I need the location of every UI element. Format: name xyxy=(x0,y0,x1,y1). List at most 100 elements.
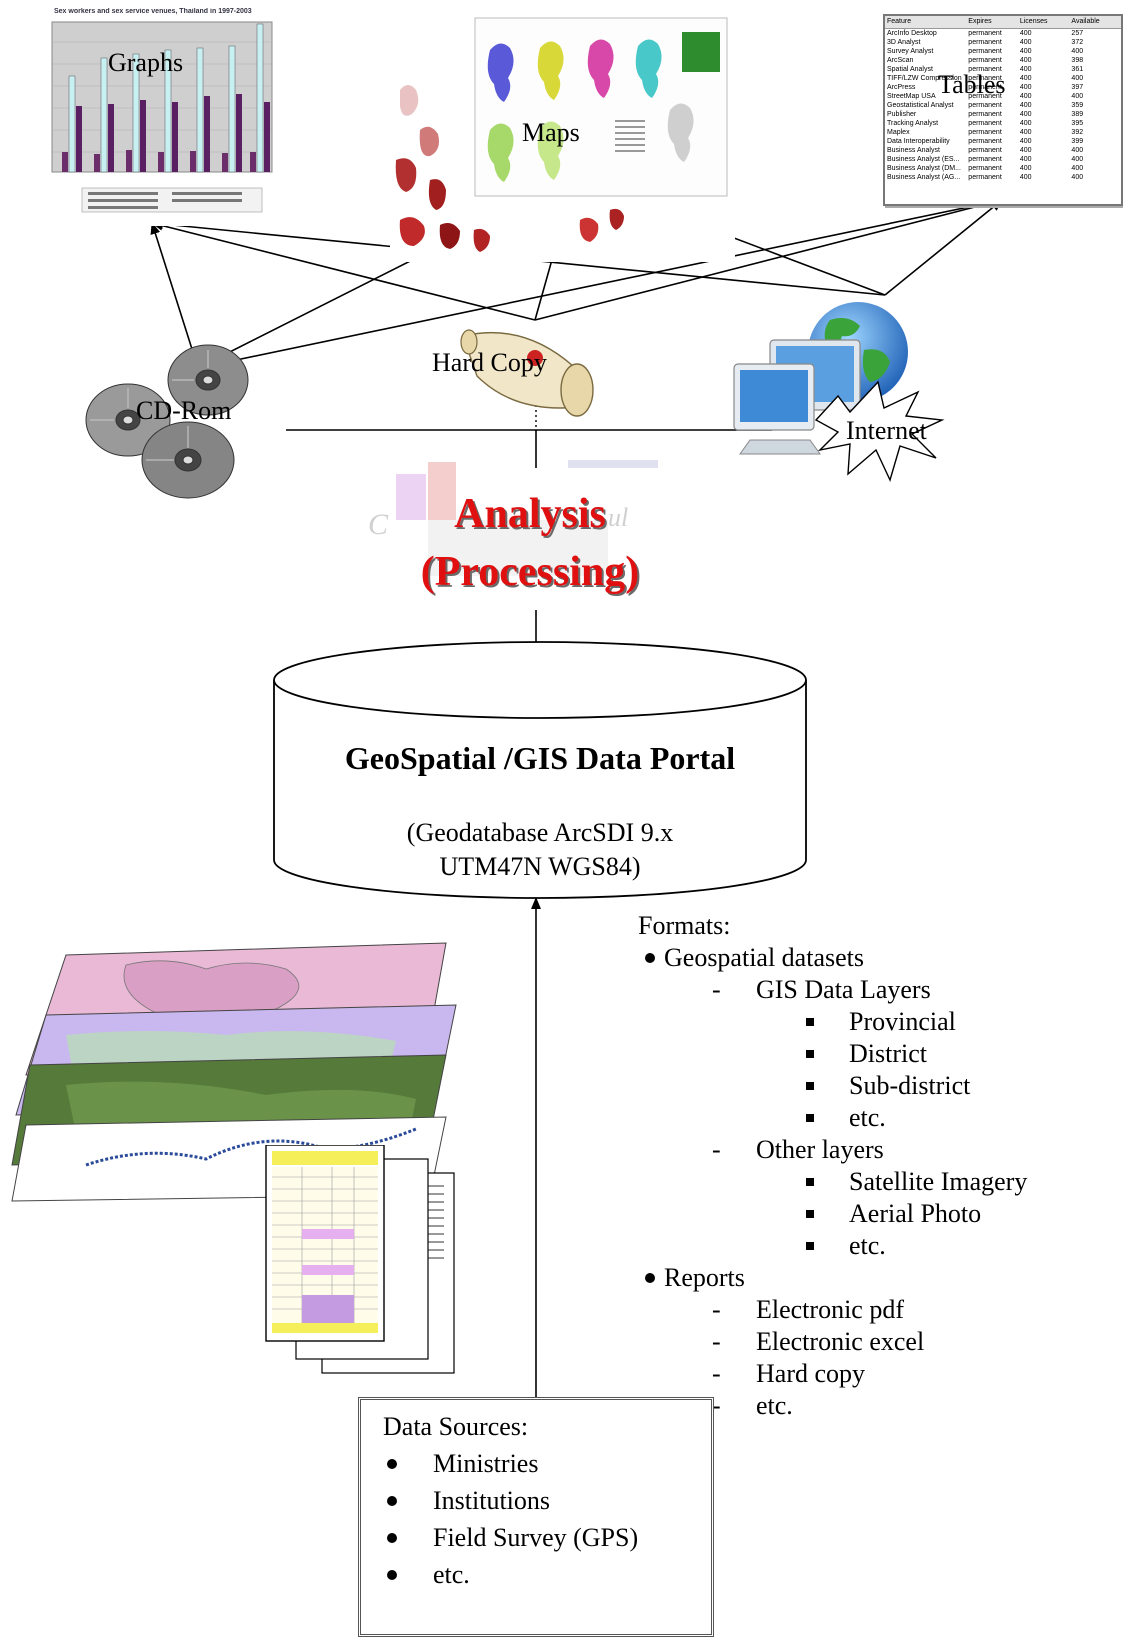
bullet-dot-icon xyxy=(387,1459,397,1469)
table-cell: permanent xyxy=(968,57,1002,64)
data-source-item: Institutions xyxy=(383,1482,711,1519)
bullet-dash-icon: - xyxy=(712,975,721,1004)
formats-item-label: Aerial Photo xyxy=(849,1199,982,1228)
table-row: ArcInfo Desktop permanent 400 257 xyxy=(885,29,1121,38)
bullet-dash-icon: - xyxy=(712,1327,721,1356)
analysis-line-2: (Processing) xyxy=(420,549,640,595)
formats-item-level-3: Provincial xyxy=(664,1006,956,1038)
bullet-square-icon xyxy=(806,1210,814,1218)
graphs-label: Graphs xyxy=(108,48,184,77)
bullet-dot-icon xyxy=(387,1533,397,1543)
data-source-label: Field Survey (GPS) xyxy=(433,1523,639,1552)
table-header-feature: Feature xyxy=(887,18,912,25)
table-cell: permanent xyxy=(968,174,1002,181)
table-row: Survey Analyst permanent 400 400 xyxy=(885,47,1121,56)
formats-items: Geospatial datasets - GIS Data Layers Provi… xyxy=(645,942,1027,1422)
formats-item-label: Geospatial datasets xyxy=(664,943,864,972)
table-cell: permanent xyxy=(968,30,1002,37)
table-cell: Business Analyst (ES... xyxy=(887,156,960,163)
table-cell: 400 xyxy=(1019,93,1032,100)
table-cell: 400 xyxy=(1019,57,1032,64)
table-cell: 400 xyxy=(1019,174,1032,181)
table-cell: TIFF/LZW Compression xyxy=(887,75,962,82)
table-cell: 400 xyxy=(1019,138,1032,145)
table-cell: Maplex xyxy=(887,129,910,136)
table-row: Spatial Analyst permanent 400 361 xyxy=(885,65,1121,74)
table-cell: 400 xyxy=(1019,39,1032,46)
table-row: Publisher permanent 400 389 xyxy=(885,110,1121,119)
table-row: Business Analyst (ES... permanent 400 400 xyxy=(885,155,1121,164)
formats-item-level-1: Geospatial datasets xyxy=(645,942,864,974)
data-sources-heading: Data Sources: xyxy=(383,1412,529,1441)
bullet-dot-icon xyxy=(387,1496,397,1506)
formats-item-level-2: - GIS Data Layers xyxy=(664,974,931,1006)
formats-list: Formats: Geospatial datasets - GIS Data La… xyxy=(638,910,1027,1422)
formats-item-level-3: Aerial Photo xyxy=(664,1198,981,1230)
table-cell: permanent xyxy=(968,111,1002,118)
graph-thumbnail: Sex workers and sex service venues, Thai… xyxy=(22,6,292,226)
cd-rom-icon xyxy=(85,344,249,499)
table-cell: Publisher xyxy=(887,111,917,118)
formats-item-label: Sub-district xyxy=(849,1071,971,1100)
svg-text:ul: ul xyxy=(608,503,628,532)
data-source-item: etc. xyxy=(383,1556,711,1593)
table-cell: 398 xyxy=(1071,57,1084,64)
portal-subtitle-line-2: UTM47N WGS84) xyxy=(439,852,641,881)
table-cell: 400 xyxy=(1019,129,1032,136)
formats-item-level-3: Sub-district xyxy=(664,1070,970,1102)
scroll-icon xyxy=(460,329,594,417)
table-cell: permanent xyxy=(968,138,1002,145)
maps-label: Maps xyxy=(522,118,580,147)
arrow-hardcopy-graphs xyxy=(151,220,536,321)
analysis-title: Analysis (Processing) xyxy=(360,485,700,601)
table-cell: 399 xyxy=(1071,138,1084,145)
table-cell: 400 xyxy=(1019,120,1032,127)
table-cell: 400 xyxy=(1071,156,1084,163)
bullet-dash-icon: - xyxy=(712,1391,721,1420)
table-row: StreetMap USA permanent 400 400 xyxy=(885,92,1121,101)
table-cell: 400 xyxy=(1071,147,1084,154)
tables-thumbnail: Feature Expires Licenses Available ArcIn… xyxy=(883,14,1123,206)
data-source-item: Ministries xyxy=(383,1445,711,1482)
table-cell: permanent xyxy=(968,156,1002,163)
maps-thumbnail xyxy=(390,10,735,262)
formats-item-label: GIS Data Layers xyxy=(756,975,931,1004)
bullet-dot-icon xyxy=(645,953,655,963)
arrow-internet-tables xyxy=(884,199,1003,296)
formats-item-label: etc. xyxy=(756,1391,793,1420)
table-cell: permanent xyxy=(968,120,1002,127)
table-cell: Data Interoperability xyxy=(887,138,950,145)
bullet-dot-icon xyxy=(645,1273,655,1283)
formats-item-label: District xyxy=(849,1039,927,1068)
formats-item-level-3: etc. xyxy=(664,1102,886,1134)
table-row: Geostatistical Analyst permanent 400 359 xyxy=(885,101,1121,110)
table-cell: 400 xyxy=(1019,102,1032,109)
bullet-square-icon xyxy=(806,1050,814,1058)
table-cell: 400 xyxy=(1019,30,1032,37)
table-cell: permanent xyxy=(968,84,1002,91)
bullet-dash-icon: - xyxy=(712,1359,721,1388)
arrow-cdrom-graphs xyxy=(150,222,199,369)
table-cell: 400 xyxy=(1019,165,1032,172)
table-cell: permanent xyxy=(968,66,1002,73)
arrow-cdrom-tables xyxy=(197,197,1003,369)
table-header-licenses: Licenses xyxy=(1019,18,1048,25)
formats-item-level-3: etc. xyxy=(664,1230,886,1262)
table-cell: permanent xyxy=(968,39,1002,46)
hard-copy-label: Hard Copy xyxy=(432,348,547,377)
formats-item-level-1: Reports xyxy=(645,1262,756,1294)
table-cell: Business Analyst (DM... xyxy=(887,165,961,172)
table-cell: 372 xyxy=(1071,39,1084,46)
table-cell: 400 xyxy=(1019,156,1032,163)
data-source-label: Ministries xyxy=(433,1449,539,1478)
data-source-label: Institutions xyxy=(433,1486,551,1515)
table-cell: Business Analyst xyxy=(887,147,940,154)
table-cell: 400 xyxy=(1071,75,1084,82)
data-sources-items: Ministries Institutions Field Survey (GPS)… xyxy=(383,1445,711,1593)
table-row: Business Analyst (DM... permanent 400 400 xyxy=(885,164,1121,173)
portal-title: GeoSpatial /GIS Data Portal xyxy=(344,740,736,776)
formats-item-level-2: - Hard copy xyxy=(664,1358,865,1390)
formats-item-label: Reports xyxy=(664,1263,745,1292)
cd-rom-label: CD-Rom xyxy=(136,396,232,425)
bullet-dash-icon: - xyxy=(712,1135,721,1164)
